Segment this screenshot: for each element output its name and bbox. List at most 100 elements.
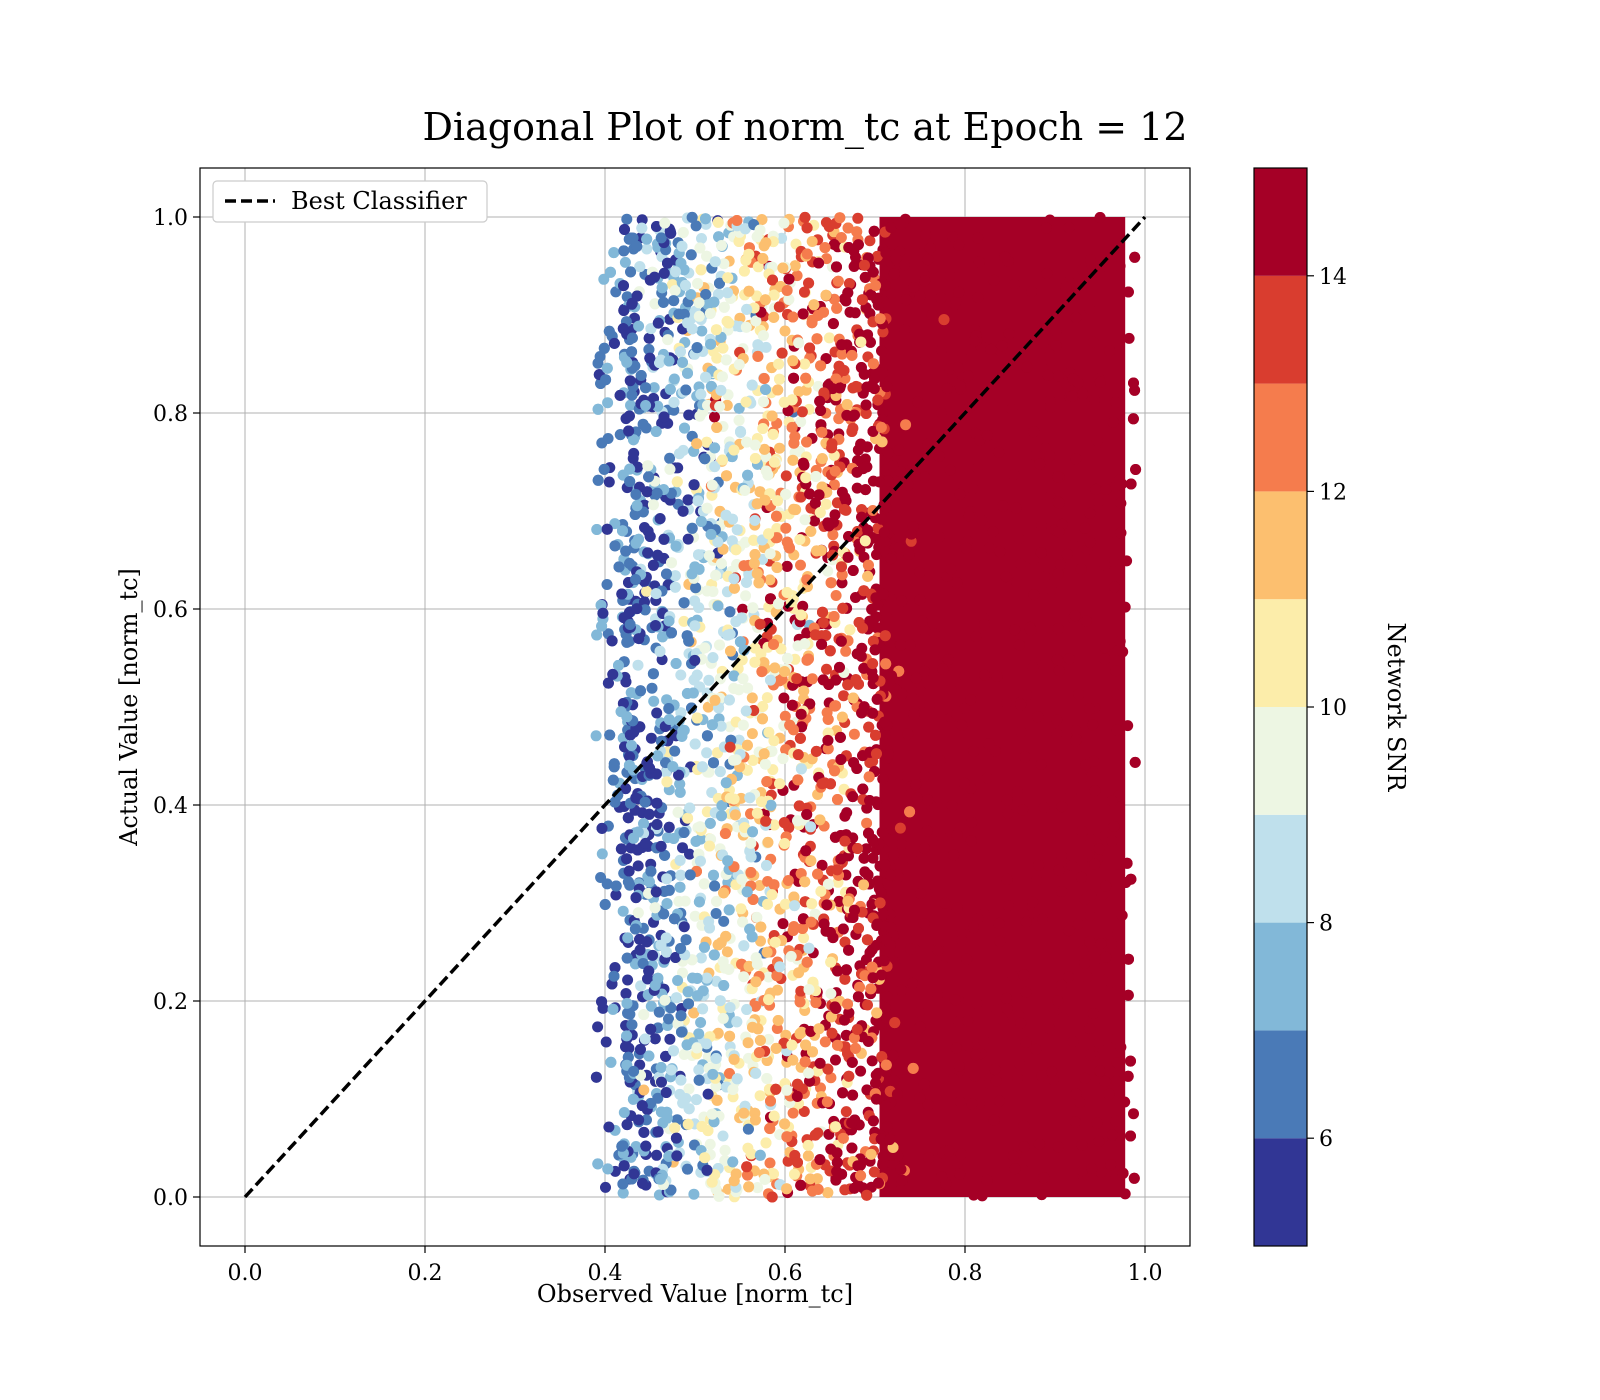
scatter-point <box>847 565 859 576</box>
scatter-point <box>701 730 713 742</box>
scatter-point <box>714 995 726 1007</box>
scatter-point <box>766 410 778 422</box>
scatter-point <box>699 642 711 654</box>
scatter-point <box>638 818 650 830</box>
scatter-point <box>602 433 614 444</box>
scatter-point <box>803 1067 815 1079</box>
scatter-point <box>754 224 766 236</box>
scatter-point <box>756 214 768 226</box>
scatter-point <box>619 256 631 268</box>
scatter-point <box>762 836 774 848</box>
scatter-point <box>674 854 686 866</box>
scatter-point <box>1093 496 1104 508</box>
scatter-point <box>816 426 828 438</box>
scatter-point <box>1034 458 1046 470</box>
scatter-point <box>852 212 864 224</box>
scatter-point <box>859 271 871 283</box>
scatter-point <box>605 1056 617 1068</box>
scatter-point <box>814 1154 826 1166</box>
scatter-point <box>923 1152 935 1164</box>
scatter-point <box>1123 332 1135 344</box>
scatter-point <box>616 1140 628 1152</box>
scatter-point <box>682 367 693 379</box>
scatter-point <box>904 806 916 818</box>
scatter-point <box>701 502 713 514</box>
scatter-point <box>726 535 738 547</box>
scatter-point <box>894 219 906 230</box>
scatter-point <box>1100 951 1112 963</box>
scatter-point <box>1106 835 1118 847</box>
scatter-point <box>749 1114 761 1126</box>
scatter-point <box>962 578 974 590</box>
scatter-point <box>1076 772 1088 784</box>
scatter-point <box>738 265 750 277</box>
scatter-point <box>870 748 882 760</box>
scatter-point <box>847 791 859 803</box>
scatter-point <box>841 807 853 819</box>
scatter-point <box>817 606 828 618</box>
scatter-point <box>1053 497 1065 509</box>
scatter-point <box>697 1003 709 1015</box>
scatter-point <box>779 666 791 678</box>
scatter-point <box>604 729 616 741</box>
scatter-point <box>658 908 670 920</box>
scatter-point <box>1013 1058 1025 1069</box>
scatter-point <box>665 1002 677 1014</box>
scatter-point <box>825 927 836 938</box>
scatter-point <box>819 1036 831 1048</box>
scatter-point <box>1084 909 1096 921</box>
scatter-point <box>710 1053 722 1064</box>
scatter-point <box>942 654 954 665</box>
scatter-point <box>834 212 846 224</box>
scatter-point <box>879 630 891 642</box>
scatter-point <box>918 1078 930 1090</box>
scatter-point <box>737 719 749 731</box>
scatter-point <box>1115 1041 1127 1053</box>
scatter-point <box>746 379 758 391</box>
scatter-point <box>740 705 752 717</box>
scatter-point <box>643 332 655 344</box>
scatter-point <box>640 1140 652 1152</box>
scatter-point <box>693 1028 705 1040</box>
scatter-point <box>754 618 766 630</box>
scatter-point <box>672 806 684 818</box>
scatter-point <box>714 766 726 778</box>
scatter-point <box>645 732 657 744</box>
scatter-point <box>690 835 702 847</box>
scatter-point <box>865 1148 877 1160</box>
scatter-point <box>635 685 646 697</box>
scatter-point <box>756 666 768 678</box>
scatter-point <box>609 962 621 974</box>
scatter-point <box>851 466 863 478</box>
scatter-point <box>663 821 675 833</box>
scatter-point <box>805 855 817 867</box>
scatter-point <box>874 897 886 909</box>
scatter-point <box>710 324 722 336</box>
scatter-point <box>1074 1096 1086 1108</box>
scatter-point <box>1001 873 1013 885</box>
scatter-point <box>759 758 771 770</box>
scatter-point <box>886 1158 898 1170</box>
scatter-point <box>700 371 712 383</box>
scatter-point <box>926 309 938 321</box>
scatter-point <box>997 1015 1009 1027</box>
scatter-point <box>713 1190 725 1202</box>
scatter-point <box>1052 471 1064 483</box>
scatter-point <box>825 988 837 1000</box>
scatter-point <box>896 1174 908 1186</box>
scatter-point <box>950 295 962 307</box>
scatter-point <box>623 865 635 877</box>
scatter-point <box>633 1114 645 1126</box>
scatter-point <box>795 985 807 997</box>
scatter-point <box>856 294 868 306</box>
scatter-point <box>632 659 644 671</box>
scatter-point <box>821 663 832 675</box>
scatter-point <box>620 783 632 795</box>
scatter-point <box>618 1160 630 1172</box>
scatter-point <box>698 878 710 890</box>
scatter-point <box>867 358 879 370</box>
scatter-point <box>704 817 716 829</box>
scatter-point <box>715 384 727 396</box>
scatter-point <box>623 425 635 437</box>
scatter-point <box>737 916 749 928</box>
